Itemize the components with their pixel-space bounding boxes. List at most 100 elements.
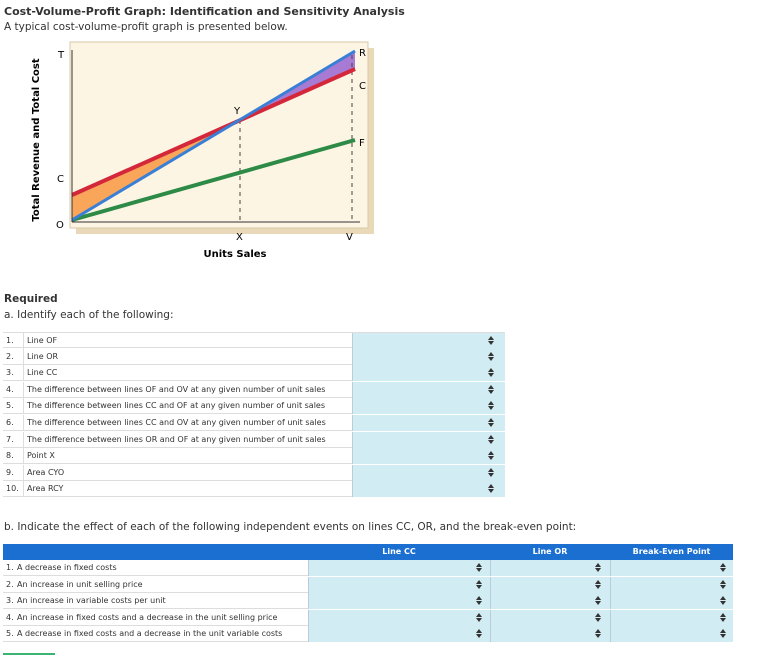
table-row: 5. The difference between lines CC and OF… xyxy=(3,398,505,415)
answer-select[interactable] xyxy=(352,348,505,365)
row-text: The difference between lines OR and OF a… xyxy=(23,431,352,448)
progress-bar xyxy=(3,653,55,655)
dropdown-arrow xyxy=(488,368,494,378)
dropdown-arrow xyxy=(720,563,726,572)
row-text: Line CC xyxy=(23,365,352,382)
y-axis-label: Total Revenue and Total Cost xyxy=(31,58,42,222)
row-text: An increase in unit selling price xyxy=(17,579,143,589)
table-row: 2. An increase in unit selling price xyxy=(3,576,733,593)
point-label: C xyxy=(57,174,64,185)
point-label: R xyxy=(359,48,366,59)
table-row: 1. Line OF xyxy=(3,332,505,349)
answer-select[interactable] xyxy=(308,593,490,610)
table-row: 1. A decrease in fixed costs xyxy=(3,560,733,576)
prompt: b. Indicate the effect of each of the fo… xyxy=(4,521,577,533)
row-text: Line OR xyxy=(23,348,352,365)
dropdown-arrow xyxy=(720,596,726,606)
table-row: 4. An increase in fixed costs and a decre… xyxy=(3,609,733,626)
row-text: A decrease in fixed costs and a decrease… xyxy=(17,629,283,639)
answer-select[interactable] xyxy=(490,576,610,593)
table-row: 7. The difference between lines OR and OF… xyxy=(3,431,505,448)
row-text: Point X xyxy=(23,448,352,465)
row-text: An increase in variable costs per unit xyxy=(17,596,166,606)
dropdown-arrow xyxy=(595,596,601,606)
answer-select[interactable] xyxy=(352,415,505,431)
row-text: Area CYO xyxy=(23,464,352,481)
table-row: 3. Line CC xyxy=(3,365,505,382)
row-number: 9. xyxy=(6,467,14,477)
row-number: 1. xyxy=(6,563,14,572)
point-label: F xyxy=(359,138,365,149)
column-header: Break-Even Point xyxy=(632,547,711,556)
dropdown-arrow xyxy=(488,434,494,444)
dropdown-arrow xyxy=(488,351,494,361)
line-of xyxy=(71,138,356,222)
point-label: Y xyxy=(233,106,241,117)
answer-select[interactable] xyxy=(308,609,490,626)
row-number: 2. xyxy=(6,351,14,361)
row-text: The difference between lines OF and OV a… xyxy=(23,381,352,398)
answer-select[interactable] xyxy=(352,381,505,398)
heading: Required xyxy=(4,293,58,305)
table-row: 10. Area RCY xyxy=(3,481,505,498)
dropdown-arrow xyxy=(595,563,601,572)
row-number: 4. xyxy=(6,612,14,622)
row-number: 4. xyxy=(6,384,14,394)
answer-select[interactable] xyxy=(352,448,505,465)
row-number: 7. xyxy=(6,434,14,444)
subtitle: A typical cost-volume-profit graph is pr… xyxy=(4,21,288,33)
answer-select[interactable] xyxy=(352,333,505,349)
answer-select[interactable] xyxy=(610,609,733,626)
answer-select[interactable] xyxy=(352,431,505,448)
dropdown-arrow xyxy=(476,596,482,606)
answer-select[interactable] xyxy=(490,593,610,610)
row-text: The difference between lines CC and OF a… xyxy=(23,398,352,415)
table-header: Line CC Line OR Break-Even Point xyxy=(3,544,733,560)
dropdown-arrow xyxy=(720,612,726,622)
row-text: A decrease in fixed costs xyxy=(17,563,117,572)
answer-select[interactable] xyxy=(308,576,490,593)
answer-select[interactable] xyxy=(352,398,505,415)
row-number: 5. xyxy=(6,401,14,411)
table-row: 9. Area CYO xyxy=(3,464,505,481)
dropdown-arrow xyxy=(488,336,494,345)
point-label: O xyxy=(56,220,64,231)
answer-select[interactable] xyxy=(610,593,733,610)
point-label: X xyxy=(236,232,243,243)
line-or xyxy=(71,49,356,222)
row-text: Line OF xyxy=(23,333,352,349)
answer-select[interactable] xyxy=(610,576,733,593)
answer-select[interactable] xyxy=(610,626,733,643)
dropdown-arrow xyxy=(595,579,601,589)
title: Cost-Volume-Profit Graph: Identification… xyxy=(4,5,405,18)
row-number: 3. xyxy=(6,368,14,378)
column-header: Line CC xyxy=(382,547,416,556)
x-axis-label: Units Sales xyxy=(204,249,267,260)
answer-select[interactable] xyxy=(610,560,733,576)
table-row: 8. Point X xyxy=(3,448,505,465)
table-row: 4. The difference between lines OF and OV… xyxy=(3,381,505,398)
dropdown-arrow xyxy=(488,451,494,461)
line-cc xyxy=(71,67,356,197)
dropdown-arrow xyxy=(488,467,494,477)
answer-select[interactable] xyxy=(490,626,610,643)
point-label: T xyxy=(57,50,65,61)
dropdown-arrow xyxy=(488,484,494,494)
answer-select[interactable] xyxy=(352,365,505,382)
answer-select[interactable] xyxy=(308,626,490,643)
row-text: An increase in fixed costs and a decreas… xyxy=(17,612,278,622)
answer-select[interactable] xyxy=(490,560,610,576)
dropdown-arrow xyxy=(595,629,601,639)
dropdown-arrow xyxy=(488,401,494,411)
answer-select[interactable] xyxy=(352,481,505,498)
point-label: V xyxy=(346,232,353,243)
row-number: 10. xyxy=(6,484,19,494)
dropdown-arrow xyxy=(595,612,601,622)
dropdown-arrow xyxy=(476,579,482,589)
answer-select[interactable] xyxy=(308,560,490,576)
dropdown-arrow xyxy=(476,629,482,639)
answer-select[interactable] xyxy=(490,609,610,626)
answer-select[interactable] xyxy=(352,464,505,481)
row-number: 8. xyxy=(6,451,14,461)
